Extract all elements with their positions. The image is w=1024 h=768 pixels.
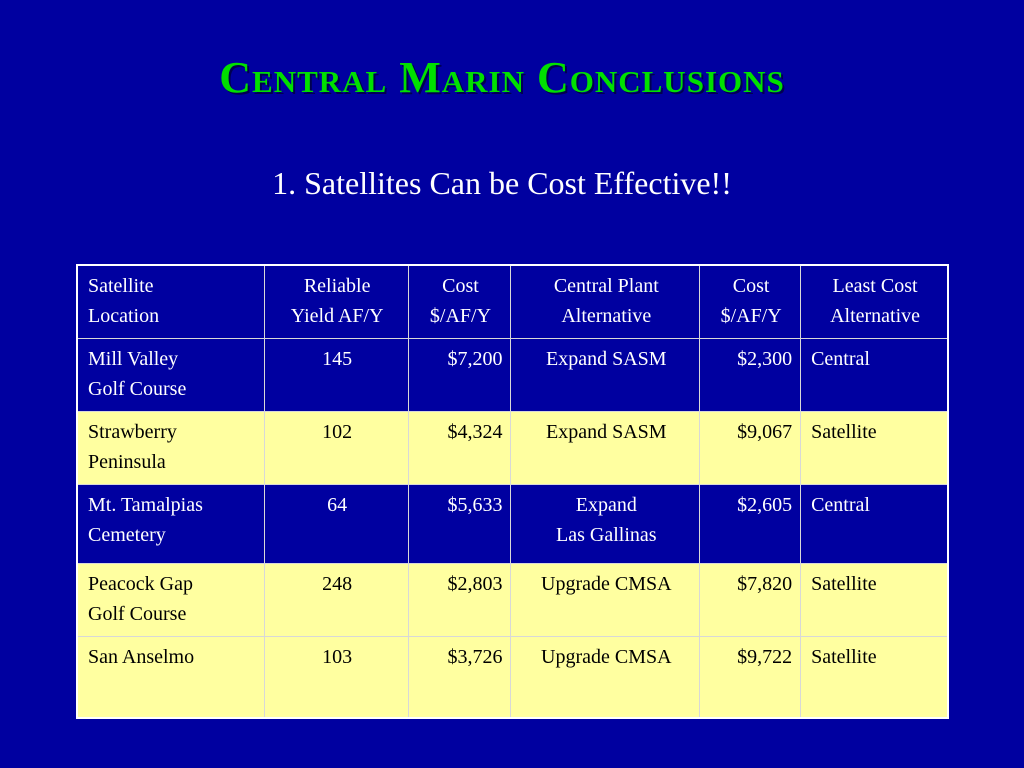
cell-line: Upgrade CMSA xyxy=(541,573,672,595)
conclusions-table: Satellite Location Reliable Yield AF/Y C… xyxy=(76,264,949,719)
header-line: Central Plant xyxy=(553,275,659,297)
cell-central-alternative: Expand SASM xyxy=(510,411,701,485)
cell-line: San Anselmo xyxy=(88,646,195,668)
cell-yield: 102 xyxy=(263,411,409,485)
cell-yield: 64 xyxy=(263,484,409,564)
cell-location: Mill Valley Golf Course xyxy=(76,338,265,412)
table-row: Peacock Gap Golf Course 248 $2,803 Upgra… xyxy=(76,563,949,637)
cell-line: Expand SASM xyxy=(546,421,667,443)
cell-yield: 103 xyxy=(263,636,409,719)
header-line: Cost xyxy=(732,275,770,297)
slide-title: Central Marin Conclusions xyxy=(219,53,785,102)
cell-line: Mt. Tamalpias xyxy=(88,494,203,516)
cell-line: Upgrade CMSA xyxy=(541,646,672,668)
header-line: Reliable xyxy=(303,275,371,297)
header-reliable-yield: Reliable Yield AF/Y xyxy=(263,264,409,339)
header-line: Alternative xyxy=(830,305,921,327)
header-central-plant-alternative: Central Plant Alternative xyxy=(510,264,701,339)
cell-central-cost: $2,605 xyxy=(699,484,802,564)
cell-location: Strawberry Peninsula xyxy=(76,411,265,485)
cell-central-alternative: Expand Las Gallinas xyxy=(510,484,701,564)
cell-cost: $2,803 xyxy=(407,563,512,637)
header-line: Satellite xyxy=(88,275,154,297)
header-line: Location xyxy=(88,305,160,327)
table-row: San Anselmo 103 $3,726 Upgrade CMSA $9,7… xyxy=(76,636,949,719)
header-satellite-cost: Cost $/AF/Y xyxy=(407,264,512,339)
cell-line: Expand SASM xyxy=(546,348,667,370)
cell-line: Peninsula xyxy=(88,451,166,473)
cell-yield: 145 xyxy=(263,338,409,412)
table-row: Mill Valley Golf Course 145 $7,200 Expan… xyxy=(76,338,949,412)
cell-central-alternative: Upgrade CMSA xyxy=(510,636,701,719)
header-line: Cost xyxy=(442,275,479,297)
cell-least-cost: Central xyxy=(800,338,949,412)
cell-cost: $3,726 xyxy=(407,636,512,719)
header-line: Least Cost xyxy=(832,275,918,297)
header-least-cost-alternative: Least Cost Alternative xyxy=(800,264,949,339)
cell-central-cost: $7,820 xyxy=(699,563,802,637)
cell-location: San Anselmo xyxy=(76,636,265,719)
header-central-cost: Cost $/AF/Y xyxy=(699,264,802,339)
cell-least-cost: Satellite xyxy=(800,636,949,719)
cell-central-alternative: Upgrade CMSA xyxy=(510,563,701,637)
header-line: $/AF/Y xyxy=(720,305,782,327)
cell-cost: $7,200 xyxy=(407,338,512,412)
cell-line: Strawberry xyxy=(88,421,177,443)
table-header-row: Satellite Location Reliable Yield AF/Y C… xyxy=(76,264,949,339)
cell-location: Peacock Gap Golf Course xyxy=(76,563,265,637)
cell-cost: $5,633 xyxy=(407,484,512,564)
header-line: $/AF/Y xyxy=(429,305,492,327)
cell-line: Golf Course xyxy=(88,603,187,625)
cell-line: Cemetery xyxy=(88,524,166,546)
slide-subtitle: 1. Satellites Can be Cost Effective!! xyxy=(272,165,732,201)
cell-least-cost: Satellite xyxy=(800,563,949,637)
table-row: Mt. Tamalpias Cemetery 64 $5,633 Expand … xyxy=(76,484,949,564)
cell-central-cost: $9,722 xyxy=(699,636,802,719)
cell-line: Peacock Gap xyxy=(88,573,193,595)
cell-least-cost: Central xyxy=(800,484,949,564)
cell-location: Mt. Tamalpias Cemetery xyxy=(76,484,265,564)
header-line: Alternative xyxy=(561,305,652,327)
table-row: Strawberry Peninsula 102 $4,324 Expand S… xyxy=(76,411,949,485)
header-line: Yield AF/Y xyxy=(290,305,384,327)
cell-line: Las Gallinas xyxy=(556,524,657,546)
cell-central-alternative: Expand SASM xyxy=(510,338,701,412)
cell-cost: $4,324 xyxy=(407,411,512,485)
cell-line: Expand xyxy=(575,494,637,516)
cell-central-cost: $9,067 xyxy=(699,411,802,485)
cell-line: Golf Course xyxy=(88,378,187,400)
cell-central-cost: $2,300 xyxy=(699,338,802,412)
header-satellite-location: Satellite Location xyxy=(76,264,265,339)
cell-least-cost: Satellite xyxy=(800,411,949,485)
cell-line: Mill Valley xyxy=(88,348,179,370)
cell-yield: 248 xyxy=(263,563,409,637)
